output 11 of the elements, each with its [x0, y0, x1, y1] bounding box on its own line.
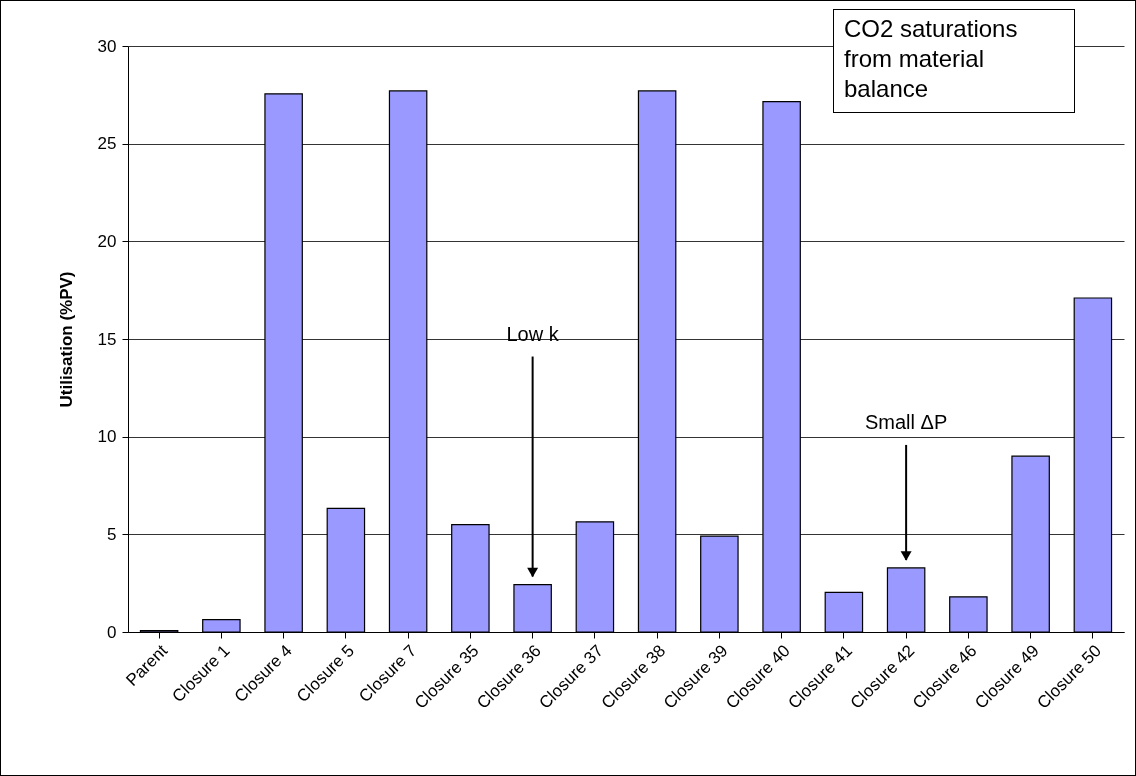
y-tick-label: 5 [107, 524, 117, 544]
y-tick-label: 25 [97, 134, 117, 154]
y-tick-label: 0 [107, 622, 117, 642]
annotation: Low k [506, 322, 560, 345]
y-axis-title: Utilisation (%PV) [56, 271, 76, 408]
annotation: CO2 saturations from material balance [833, 9, 1075, 113]
annotation: Small ΔP [864, 410, 948, 433]
y-tick-label: 10 [97, 427, 117, 447]
y-tick-label: 15 [97, 329, 117, 349]
y-tick-label: 30 [97, 36, 117, 56]
y-tick-label: 20 [97, 231, 117, 251]
